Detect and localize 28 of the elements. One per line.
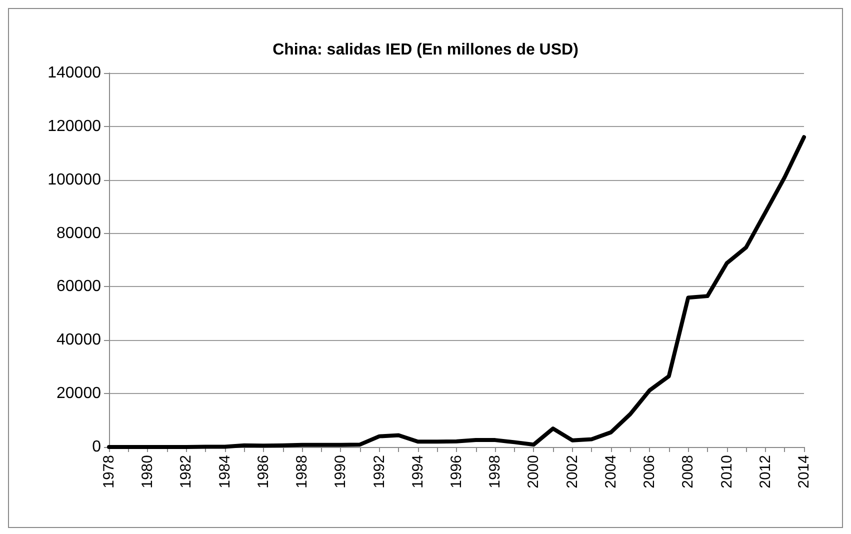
x-tick-label: 1984 xyxy=(216,455,234,488)
y-tick-label: 0 xyxy=(92,438,102,456)
y-tick-label: 140000 xyxy=(48,64,102,82)
chart-title: China: salidas IED (En millones de USD) xyxy=(272,42,578,58)
x-tick-label: 1988 xyxy=(294,455,311,488)
x-tick-label: 2002 xyxy=(564,455,581,488)
x-tick-label: 2000 xyxy=(525,455,542,488)
x-tick-label: 2004 xyxy=(602,455,620,488)
x-tick-label: 2010 xyxy=(718,455,736,488)
x-tick-label: 2014 xyxy=(796,455,812,488)
x-tick-label: 1994 xyxy=(409,455,426,488)
y-tick-label: 60000 xyxy=(56,278,102,296)
x-tick-label: 1998 xyxy=(486,455,504,488)
x-tick-label: 2008 xyxy=(680,455,697,488)
x-tick-label: 1996 xyxy=(448,455,465,488)
x-tick-label: 2012 xyxy=(756,455,774,488)
y-tick-label: 20000 xyxy=(56,385,102,402)
y-tick-label: 120000 xyxy=(48,118,102,135)
y-tick-label: 80000 xyxy=(56,224,102,242)
x-tick-label: 1992 xyxy=(370,455,388,488)
y-tick-label: 40000 xyxy=(56,332,102,349)
x-tick-label: 2006 xyxy=(641,455,658,488)
x-tick-label: 1978 xyxy=(100,455,118,488)
x-tick-label: 1980 xyxy=(139,455,156,488)
y-tick-label: 100000 xyxy=(48,171,102,188)
x-tick-label: 1982 xyxy=(178,455,195,488)
x-tick-label: 1990 xyxy=(332,455,350,488)
x-tick-label: 1986 xyxy=(254,455,272,488)
